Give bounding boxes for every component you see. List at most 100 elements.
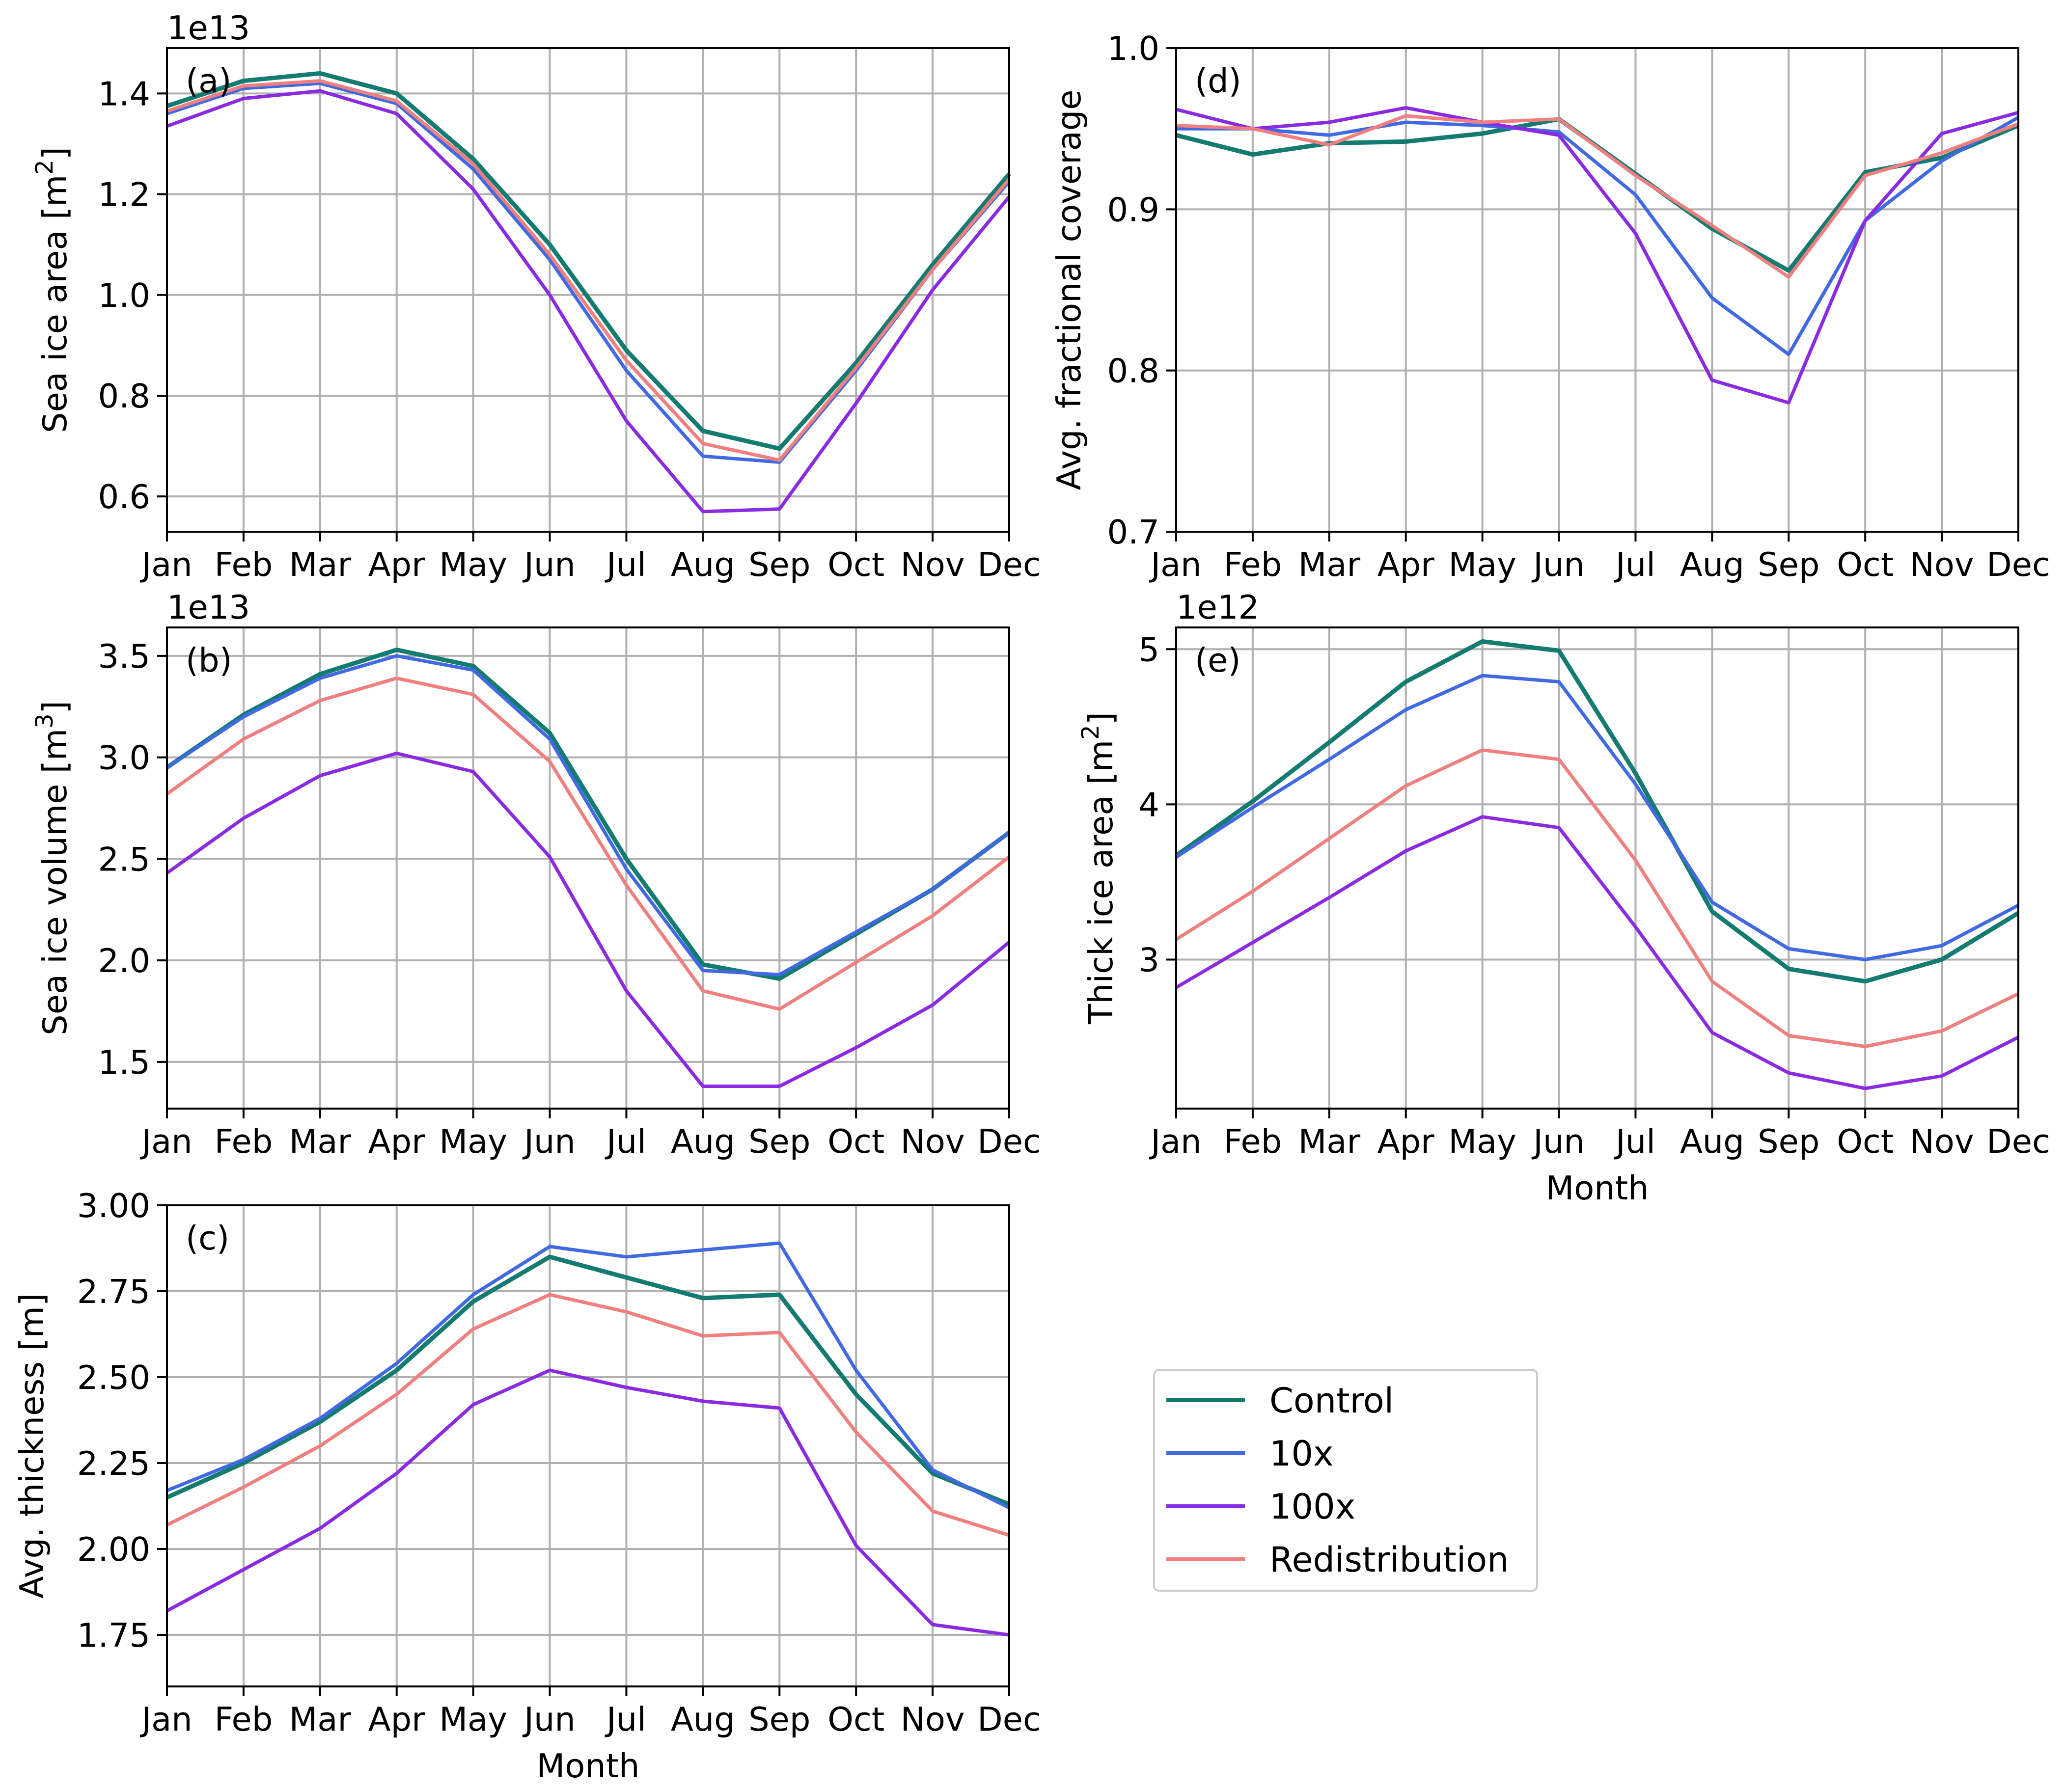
xtick-label-a-jul: Jul <box>605 545 646 584</box>
xtick-label-a-oct: Oct <box>827 545 884 584</box>
panel-label-e: (e) <box>1195 641 1241 679</box>
ytick-label-b-4: 3.5 <box>98 637 150 676</box>
series-line-b-100x <box>165 751 1011 1088</box>
series-line-a-100x <box>166 89 1011 514</box>
ylabel-tail-a: ] <box>36 147 74 160</box>
series-line-e-redistribution <box>1175 748 2019 1048</box>
xtick-label-a-apr: Apr <box>368 545 425 584</box>
xtick-label-c-jan: Jan <box>139 1700 192 1738</box>
ylabel-sup-b: 3 <box>31 713 58 729</box>
ytick-label-d-3: 1.0 <box>1107 29 1159 68</box>
xtick-label-b-jul: Jul <box>605 1122 646 1161</box>
axes-frame-a <box>166 47 1010 533</box>
series-line-e-control <box>1175 639 2020 984</box>
panel-b: Jan Feb Mar Apr May Jun Jul Aug Sep Oct Nov Dec 1.5 2… <box>31 588 1041 1161</box>
ytick-label-a-0: 0.6 <box>98 478 150 516</box>
xtick-label-e-jun: Jun <box>1531 1122 1585 1161</box>
xtick-label-d-sep: Sep <box>1758 545 1819 584</box>
xtick-label-b-aug: Aug <box>671 1122 735 1161</box>
offset-text-b: 1e13 <box>167 588 250 626</box>
ytick-label-c-3: 2.50 <box>77 1358 150 1397</box>
xtick-label-c-oct: Oct <box>827 1700 884 1738</box>
xtick-label-b-jan: Jan <box>139 1122 192 1161</box>
axes-frame-c <box>166 1204 1010 1687</box>
xtick-label-b-feb: Feb <box>215 1122 273 1161</box>
ylabel-sup-e: 2 <box>1077 725 1104 740</box>
ylabel-text-c: Avg. thickness [m] <box>13 1293 51 1599</box>
xtick-label-d-jun: Jun <box>1531 545 1585 584</box>
xtick-label-c-dec: Dec <box>977 1700 1041 1738</box>
xtick-label-b-jun: Jun <box>522 1122 576 1161</box>
legend-label-100x: 100x <box>1269 1487 1355 1527</box>
xtick-label-e-jan: Jan <box>1149 1122 1201 1161</box>
series-line-a-redistribution <box>166 79 1011 462</box>
ytick-label-e-1: 4 <box>1138 786 1159 824</box>
xtick-label-b-apr: Apr <box>368 1122 425 1161</box>
xtick-label-e-jul: Jul <box>1614 1122 1655 1161</box>
series-line-c-10x <box>166 1241 1010 1510</box>
ylabel-text-b: Sea ice volume [m <box>36 729 74 1035</box>
legend: Control 10x 100x Redistribution <box>1153 1369 1538 1592</box>
ytick-label-c-5: 3.00 <box>77 1187 150 1225</box>
ytick-label-a-2: 1.0 <box>98 276 150 315</box>
ylabel-e: Thick ice area [m2] <box>1077 712 1120 1025</box>
xtick-label-e-may: May <box>1448 1122 1516 1161</box>
ytick-label-a-1: 0.8 <box>98 377 150 415</box>
offset-text-a: 1e13 <box>167 9 250 47</box>
xtick-label-d-jan: Jan <box>1149 545 1201 584</box>
ylabel-b: Sea ice volume [m3] <box>31 701 74 1035</box>
xtick-label-d-may: May <box>1448 545 1516 584</box>
legend-frame <box>1153 1369 1538 1592</box>
panel-a: Jan Feb Mar Apr May Jun Jul Aug Sep Oct Nov Dec 0.6 0… <box>31 9 1041 584</box>
xtick-label-e-dec: Dec <box>1986 1122 2050 1161</box>
xtick-label-c-apr: Apr <box>368 1700 425 1738</box>
xtick-label-d-nov: Nov <box>1910 545 1974 584</box>
xtick-label-c-jul: Jul <box>605 1700 646 1738</box>
xtick-label-c-aug: Aug <box>671 1700 735 1738</box>
series-line-d-10x <box>1176 116 2019 356</box>
xtick-label-a-may: May <box>439 545 507 584</box>
xtick-label-b-oct: Oct <box>827 1122 884 1161</box>
series-line-d-100x <box>1176 106 2019 405</box>
panel-e: Jan Feb Mar Apr May Jun Jul Aug Sep Oct Nov Dec 3 4 51… <box>1077 588 2050 1207</box>
series-line-d-redistribution <box>1176 114 2019 279</box>
xtick-label-e-sep: Sep <box>1758 1122 1819 1161</box>
xtick-label-e-mar: Mar <box>1298 1122 1361 1161</box>
xlabel-e: Month <box>1546 1169 1649 1207</box>
ytick-label-b-1: 2.0 <box>98 942 150 980</box>
series-line-a-control <box>166 71 1011 451</box>
xtick-label-c-sep: Sep <box>748 1700 810 1738</box>
ylabel-text-d: Avg. fractional coverage <box>1050 89 1088 490</box>
ylabel-tail-b: ] <box>36 701 74 713</box>
xtick-label-e-nov: Nov <box>1910 1122 1974 1161</box>
series-line-e-10x <box>1175 674 2019 961</box>
ylabel-tail-e: ] <box>1082 712 1120 725</box>
xtick-label-d-mar: Mar <box>1298 545 1361 584</box>
ytick-label-e-0: 3 <box>1138 941 1159 979</box>
xtick-label-a-nov: Nov <box>901 545 965 584</box>
xtick-label-a-dec: Dec <box>977 545 1041 584</box>
series-line-c-redistribution <box>166 1293 1010 1537</box>
xtick-label-e-aug: Aug <box>1680 1122 1744 1161</box>
legend-label-redistribution: Redistribution <box>1269 1540 1509 1580</box>
series-line-c-100x <box>166 1368 1010 1637</box>
xtick-label-b-dec: Dec <box>977 1122 1041 1161</box>
xtick-label-a-sep: Sep <box>748 545 810 584</box>
ylabel-a: Sea ice area [m2] <box>31 147 74 433</box>
xtick-label-d-apr: Apr <box>1377 545 1434 584</box>
ytick-label-a-3: 1.2 <box>98 176 150 214</box>
ytick-label-d-2: 0.9 <box>1107 190 1159 229</box>
xtick-label-b-nov: Nov <box>901 1122 965 1161</box>
panel-label-b: (b) <box>186 641 232 679</box>
ytick-label-c-0: 1.75 <box>77 1616 150 1655</box>
ytick-label-b-3: 3.0 <box>98 739 150 777</box>
ylabel-d: Avg. fractional coverage <box>1050 89 1088 490</box>
ytick-label-b-0: 1.5 <box>98 1043 150 1082</box>
series-line-e-100x <box>1175 815 2019 1090</box>
xtick-label-d-jul: Jul <box>1614 545 1655 584</box>
xtick-label-d-aug: Aug <box>1680 545 1744 584</box>
xtick-label-b-may: May <box>439 1122 507 1161</box>
ytick-label-b-2: 2.5 <box>98 840 150 878</box>
ytick-label-c-2: 2.25 <box>77 1444 150 1483</box>
